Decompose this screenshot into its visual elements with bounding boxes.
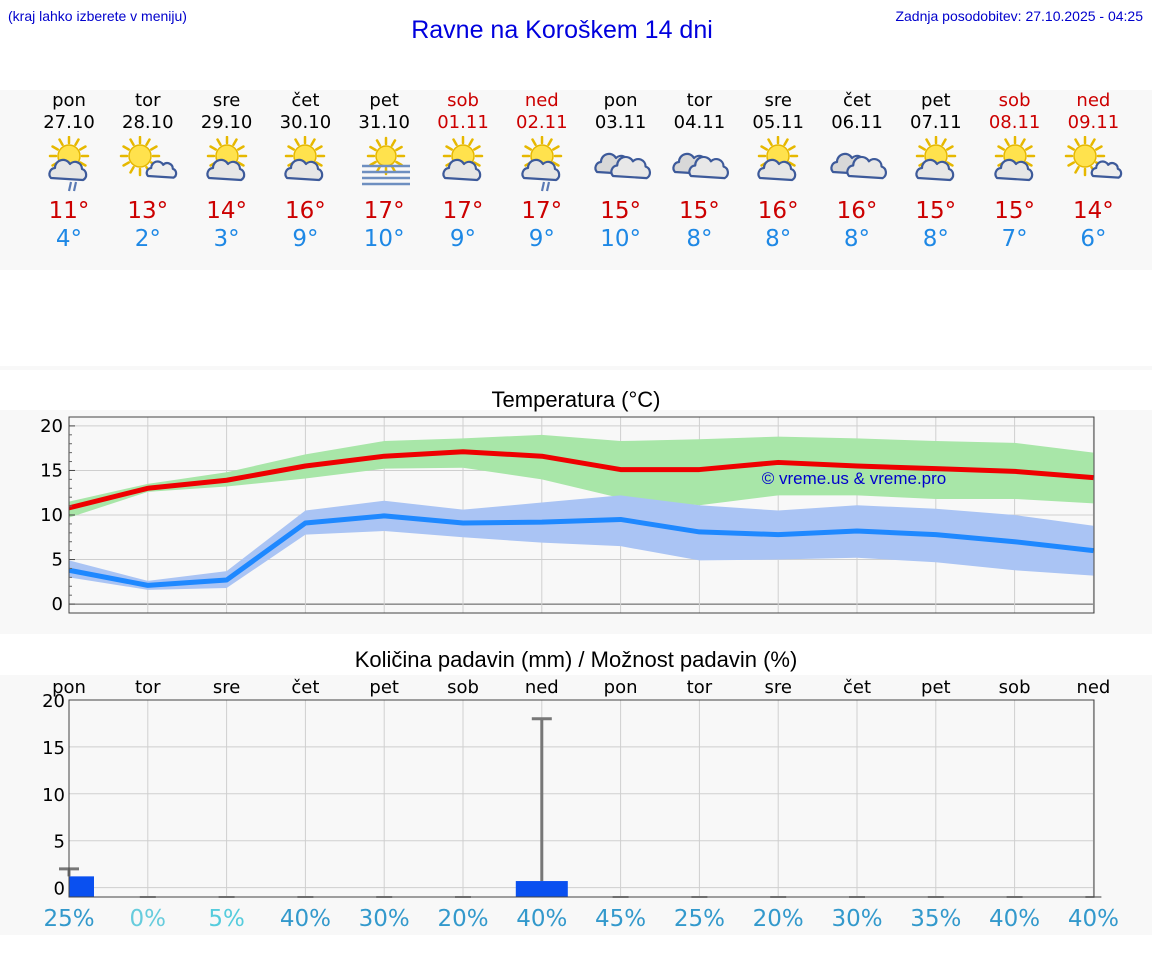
day-name: sre: [212, 90, 241, 111]
forecast-band: [0, 90, 1152, 270]
page-title: Ravne na Koroškem 14 dni: [411, 16, 713, 44]
min-temperature: 10°: [363, 226, 405, 252]
last-updated: Zadnja posodobitev: 27.10.2025 - 04:25: [895, 8, 1143, 24]
day-date: 02.11: [516, 112, 568, 133]
max-temperature: 15°: [679, 198, 720, 224]
min-temperature: 10°: [600, 226, 641, 252]
day-name: sob: [998, 90, 1031, 111]
min-temperature: 8°: [922, 226, 949, 252]
max-temperature: 14°: [1073, 198, 1114, 224]
day-name: tor: [135, 90, 161, 111]
min-temperature: 8°: [686, 226, 713, 252]
day-date: 08.11: [988, 112, 1041, 133]
day-name: čet: [842, 90, 872, 111]
day-date: 09.11: [1067, 112, 1120, 133]
max-temperature: 15°: [600, 198, 641, 224]
day-date: 05.11: [752, 112, 804, 133]
day-name: ned: [1076, 90, 1111, 111]
day-date: 03.11: [594, 112, 647, 133]
min-temperature: 9°: [449, 226, 477, 252]
clouds-icon: [830, 152, 887, 180]
min-temperature: 8°: [765, 226, 792, 252]
max-temperature: 17°: [442, 198, 484, 224]
sun-cloud-rain-icon: [521, 136, 563, 192]
day-name: sre: [764, 90, 792, 111]
sun-cloud-rain-icon: [48, 136, 90, 192]
max-temperature: 13°: [127, 198, 169, 224]
max-temperature: 16°: [757, 198, 799, 224]
day-name: pon: [603, 90, 638, 111]
day-date: 07.11: [910, 112, 962, 133]
sun-small-cloud-icon: [1065, 136, 1123, 179]
day-date: 30.10: [279, 112, 332, 133]
sun-cloud-icon: [284, 136, 326, 182]
min-temperature: 9°: [292, 226, 319, 252]
min-temperature: 8°: [843, 226, 871, 252]
spacer-band: [0, 366, 1152, 370]
day-date: 06.11: [831, 112, 883, 133]
sun-cloud-icon: [205, 136, 247, 182]
day-name: pet: [921, 90, 951, 111]
sun-small-cloud-icon: [119, 136, 178, 179]
location-hint: (kraj lahko izberete v meniju): [8, 8, 187, 24]
clouds-icon: [593, 152, 651, 180]
day-date: 04.11: [673, 112, 726, 133]
sun-cloud-icon: [993, 136, 1035, 182]
day-date: 27.10: [43, 112, 95, 133]
day-name: pon: [52, 90, 86, 111]
min-temperature: 2°: [134, 226, 161, 252]
temperature-chart-title: Temperatura (°C): [491, 387, 661, 412]
max-temperature: 15°: [915, 198, 957, 224]
day-name: ned: [524, 90, 559, 111]
sun-cloud-icon: [442, 136, 484, 182]
max-temperature: 16°: [285, 198, 326, 224]
day-name: pet: [369, 90, 399, 111]
precipitation-band: [0, 675, 1152, 935]
temperature-band: [0, 410, 1152, 634]
clouds-icon: [672, 152, 730, 180]
day-date: 31.10: [358, 112, 410, 133]
sun-cloud-icon: [915, 136, 957, 182]
max-temperature: 17°: [363, 198, 405, 224]
max-temperature: 16°: [836, 198, 878, 224]
sun-fog-icon: [362, 136, 411, 186]
min-temperature: 3°: [213, 226, 240, 252]
max-temperature: 11°: [48, 198, 90, 224]
min-temperature: 4°: [55, 226, 83, 252]
day-date: 29.10: [200, 112, 253, 133]
max-temperature: 15°: [994, 198, 1035, 224]
min-temperature: 6°: [1080, 226, 1107, 252]
min-temperature: 9°: [528, 226, 555, 252]
day-date: 28.10: [122, 112, 174, 133]
day-date: 01.11: [437, 112, 489, 133]
day-name: čet: [291, 90, 320, 111]
precipitation-chart-title: Količina padavin (mm) / Možnost padavin …: [354, 647, 798, 672]
sun-cloud-icon: [757, 136, 799, 182]
max-temperature: 14°: [206, 198, 247, 224]
min-temperature: 7°: [1001, 226, 1028, 252]
max-temperature: 17°: [521, 198, 563, 224]
day-name: sob: [447, 90, 479, 111]
day-name: tor: [686, 90, 713, 111]
